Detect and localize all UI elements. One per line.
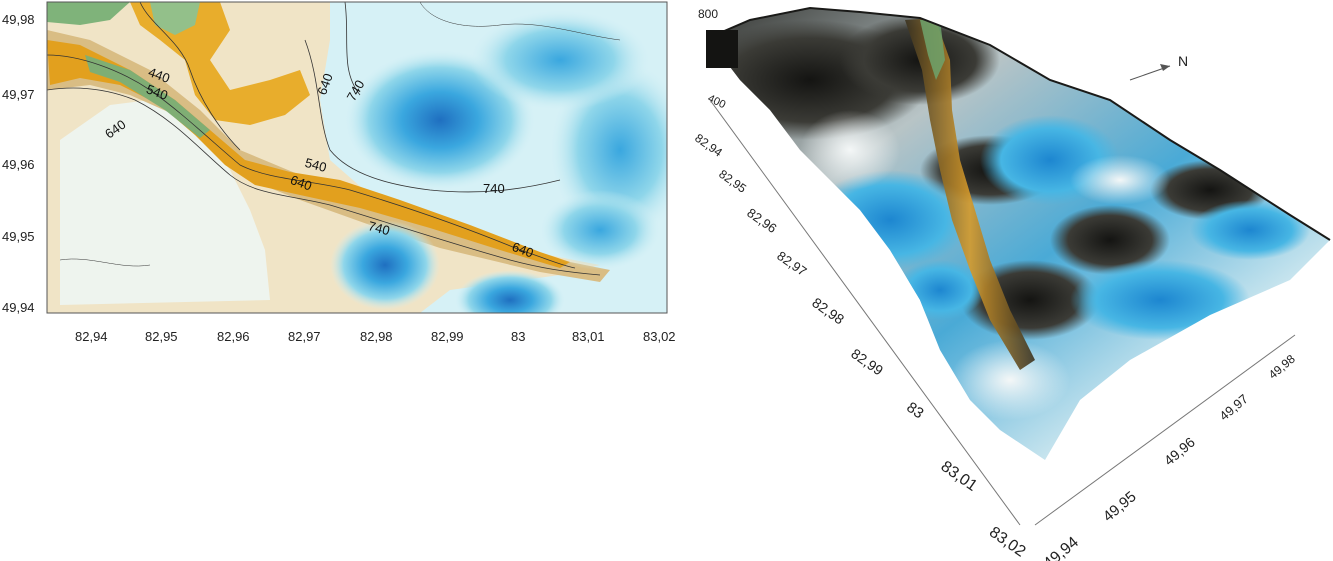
contour-label: 540 (303, 155, 328, 175)
contour-label: 640 (510, 239, 536, 261)
blue-high-6 (540, 190, 660, 270)
x-tick-label: 83,02 (643, 329, 676, 344)
dark-ridge (1050, 205, 1170, 275)
x-tick-label: 82,97 (774, 248, 809, 279)
map-frame (46, 1, 668, 314)
contour-label: 440 (146, 64, 172, 86)
map-x-axis: 82,94 82,95 82,96 82,97 82,98 82,99 83 8… (75, 329, 676, 344)
y-tick-label: 49,94 (1040, 534, 1082, 561)
blue-high-2 (330, 220, 440, 310)
x-tick-label: 82,95 (716, 167, 749, 196)
contour-label: 740 (483, 181, 505, 196)
y-tick-label: 49,97 (1216, 391, 1251, 423)
cream-zone (60, 100, 270, 305)
tan-band (47, 30, 610, 282)
y-tick-label: 49,98 (2, 12, 35, 27)
terrain-3d-view: 800 400 N 82,94 82,95 82,96 82,97 82,98 … (692, 6, 1331, 561)
map-plot-area (47, 2, 667, 313)
x-tick-label: 83 (511, 329, 525, 344)
x-tick-label: 82,96 (744, 205, 779, 236)
blue-high-3 (455, 270, 565, 313)
z-tick-label: 800 (698, 7, 718, 21)
green-low-1 (47, 2, 130, 25)
north-arrowhead-icon (1160, 64, 1170, 71)
contour-label: 740 (367, 218, 392, 238)
y-tick-label: 49,96 (2, 157, 35, 172)
x-tick-label: 82,98 (360, 329, 393, 344)
blue-peak (1070, 260, 1250, 340)
white-slope (800, 110, 900, 190)
contour-map: 440 540 640 640 540 640 740 740 740 640 … (2, 1, 676, 344)
valley-ridge (905, 18, 1035, 370)
x-tick-label: 82,94 (692, 131, 725, 160)
x-tick-label: 82,94 (75, 329, 108, 344)
contour-label: 640 (288, 172, 314, 194)
x-tick-label: 82,96 (217, 329, 250, 344)
y-axis-line (1034, 334, 1296, 526)
x-tick-label: 83,01 (572, 329, 605, 344)
green-low-2 (85, 55, 210, 138)
contour-lines (47, 2, 621, 276)
x-axis-line (709, 99, 1021, 526)
white-slope (1070, 155, 1170, 205)
y-tick-label: 49,98 (1266, 352, 1298, 382)
x-tick-label: 82,97 (288, 329, 321, 344)
y-tick-label: 49,95 (1100, 488, 1140, 525)
x-tick-label: 82,99 (848, 345, 886, 378)
x-tick-label: 82,98 (809, 294, 847, 327)
y-tick-label: 49,97 (2, 87, 35, 102)
white-slope (950, 340, 1070, 420)
green-low-3 (150, 2, 200, 35)
x-tick-label: 82,99 (431, 329, 464, 344)
dark-cliff (706, 30, 738, 68)
green-valley (920, 20, 945, 80)
blue-peak (1190, 200, 1310, 260)
blue-high-5 (470, 10, 650, 110)
map-y-axis: 49,98 49,97 49,96 49,95 49,94 (2, 12, 35, 315)
y-tick-label: 49,96 (1161, 434, 1198, 469)
x-tick-label: 83 (903, 399, 926, 422)
x-tick-label: 83,01 (938, 458, 981, 495)
contour-label: 640 (314, 71, 336, 97)
y-tick-label: 49,95 (2, 229, 35, 244)
y-tick-label: 49,94 (2, 300, 35, 315)
north-label: N (1178, 53, 1188, 69)
x-tick-label: 83,02 (986, 524, 1029, 561)
surface-top-edge (707, 6, 1331, 241)
contour-label: 540 (144, 81, 170, 103)
north-arrow: N (1129, 53, 1188, 81)
x-tick-label: 82,95 (145, 329, 178, 344)
